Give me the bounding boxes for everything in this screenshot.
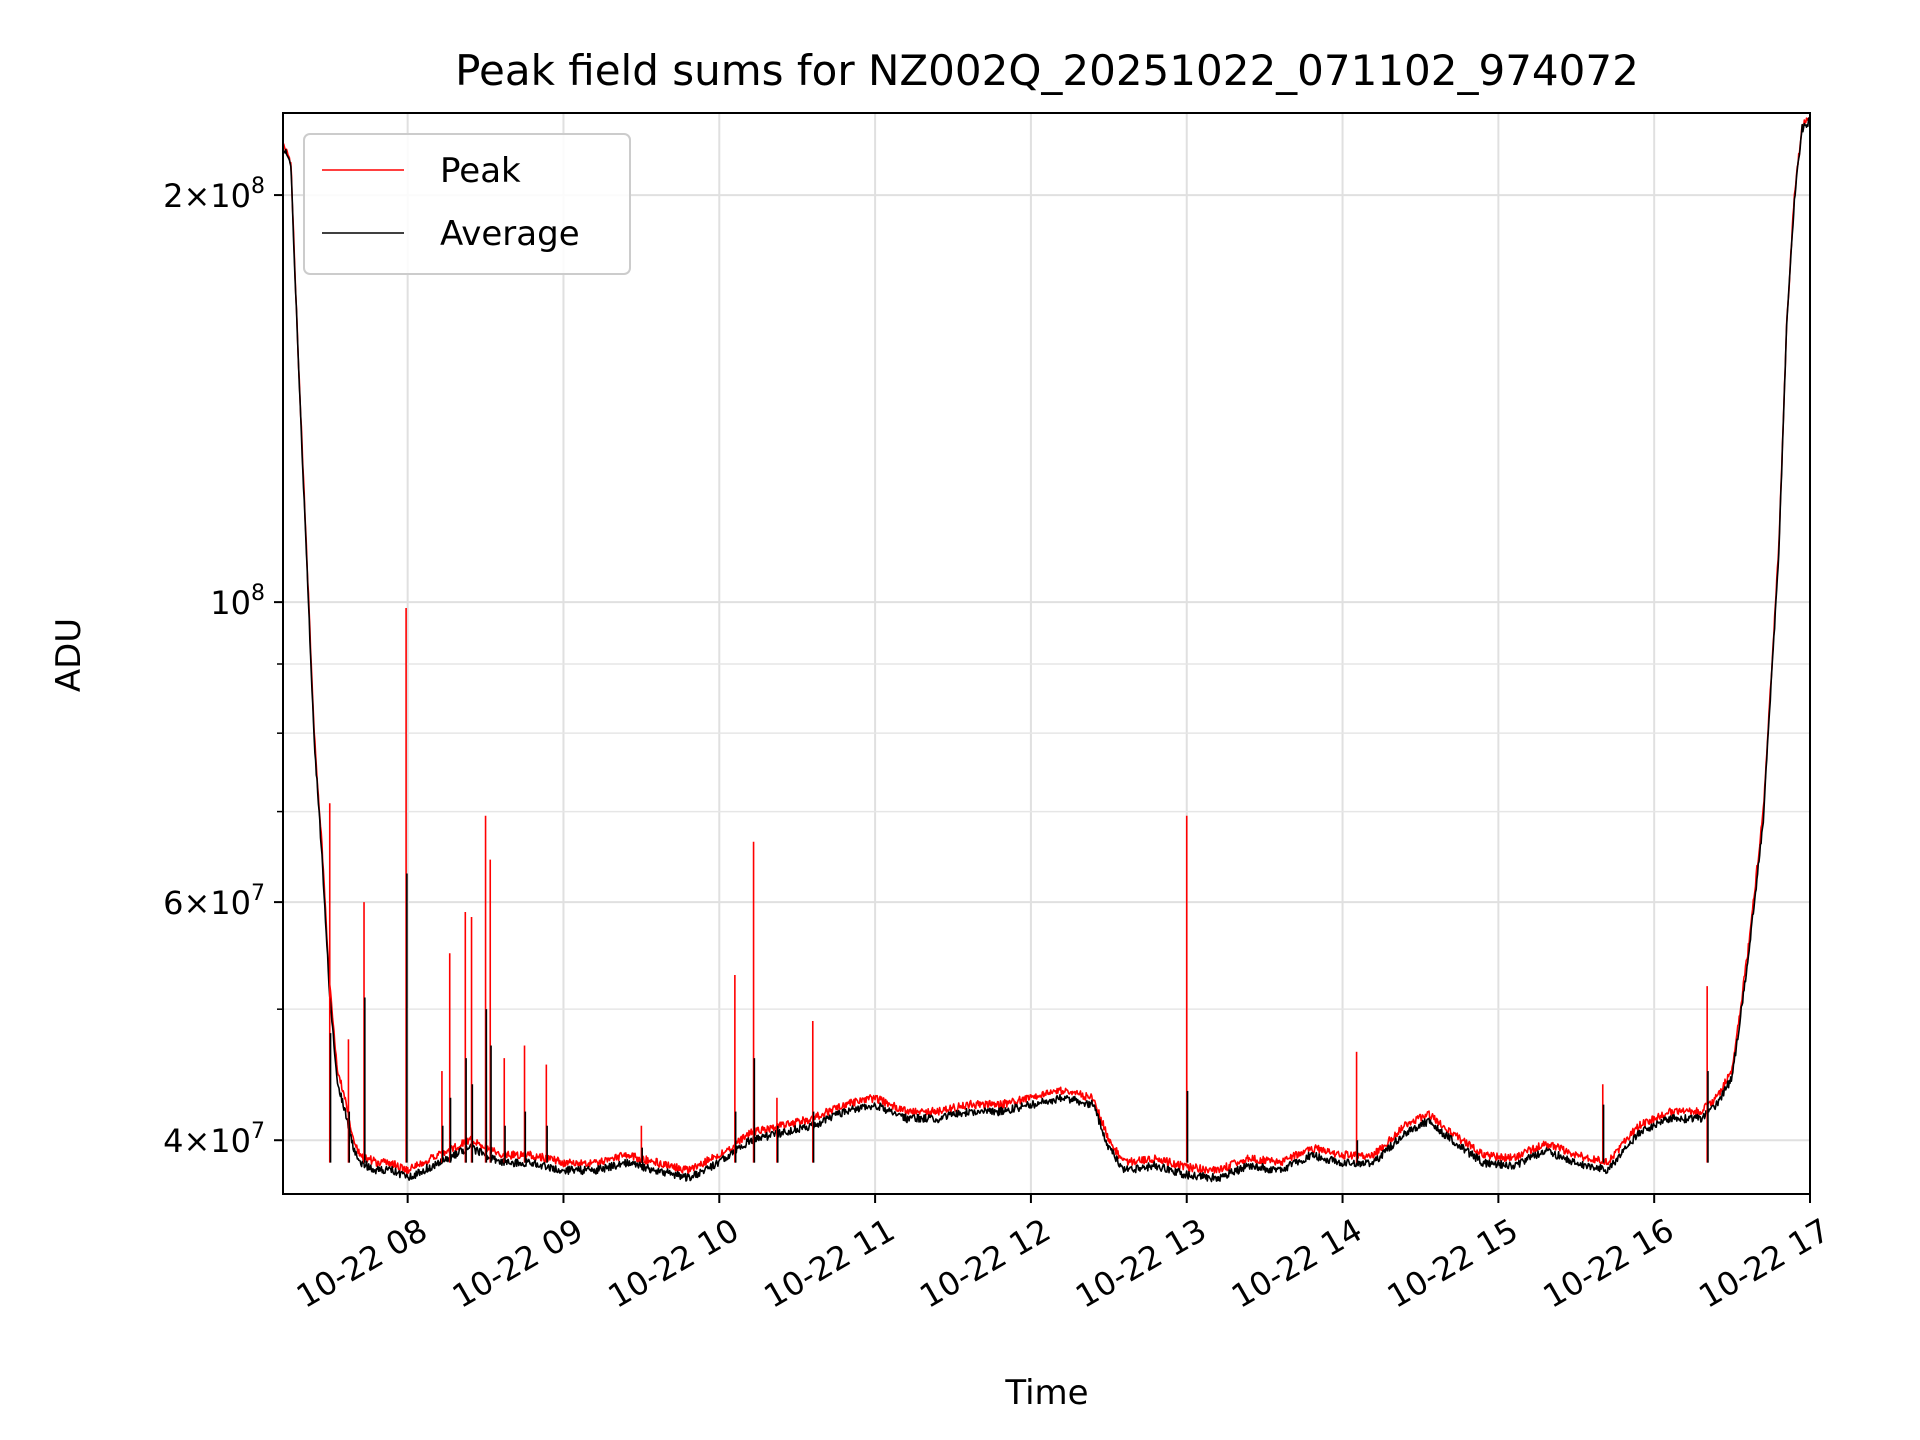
x-axis-title: Time bbox=[1004, 1373, 1088, 1413]
y-tick-label: 4×107 bbox=[163, 1119, 265, 1160]
series-line-average bbox=[282, 117, 1811, 1183]
grid-layer bbox=[283, 113, 1811, 1194]
series-line-peak bbox=[282, 116, 1811, 1176]
y-axis-title: ADU bbox=[49, 618, 89, 692]
y-tick-label: 6×107 bbox=[163, 881, 265, 922]
legend-label-average: Average bbox=[440, 214, 580, 254]
plot-frame bbox=[282, 112, 1811, 1195]
y-tick-label: 2×108 bbox=[163, 174, 265, 215]
y-tick-label: 108 bbox=[210, 581, 265, 622]
legend: Peak Average bbox=[303, 133, 631, 275]
legend-label-peak: Peak bbox=[440, 151, 521, 191]
chart-title: Peak field sums for NZ002Q_20251022_0711… bbox=[455, 46, 1639, 95]
y-axis-ticks: 4×107 6×107 108 2×108 bbox=[163, 174, 283, 1160]
legend-box bbox=[303, 133, 631, 275]
series-layer bbox=[282, 116, 1811, 1183]
